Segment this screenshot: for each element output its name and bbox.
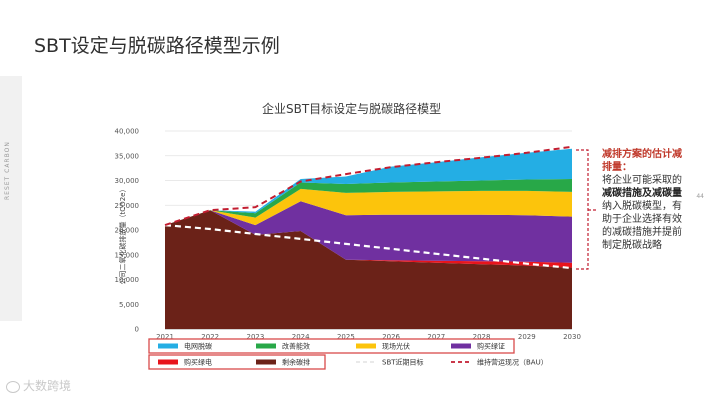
x-tick-label: 2028	[473, 333, 491, 341]
y-axis-label: 公司二氧化碳排放量（tCO2e）	[118, 186, 127, 285]
line-sbt	[164, 224, 573, 270]
annotation-text: 减排方案的估计减排量： 将企业可能采取的减碳措施及减碳量纳入脱碳模型，有助于企业…	[602, 148, 684, 252]
slide-title: SBT设定与脱碳路径模型示例	[34, 35, 280, 57]
annotation-body-bold: 减碳措施及减碳量	[602, 188, 682, 199]
area-green_cert	[165, 201, 572, 263]
y-tick-label: 0	[135, 326, 139, 334]
left-strip	[0, 76, 22, 321]
brace-line	[576, 149, 596, 270]
area-solar	[165, 188, 572, 226]
legend-label-sbt: SBT近期目标	[382, 358, 424, 367]
legend-highlight-box	[148, 354, 326, 370]
y-tick-labels: 0 5,000 10,000 15,000 20,000 25,000 30,000 35,0…	[115, 128, 140, 334]
legend-swatch-residual	[256, 359, 276, 365]
x-tick-label: 2024	[292, 333, 310, 341]
legend-highlight-box	[148, 338, 515, 354]
area-green_power	[165, 210, 572, 268]
annotation-body-1: 将企业可能采取的	[602, 175, 682, 186]
legend-label-solar: 现场光伏	[382, 342, 410, 351]
legend-label-bau: 维持营运现况（BAU）	[477, 358, 548, 367]
x-tick-label: 2022	[201, 333, 219, 341]
x-tick-label: 2025	[337, 333, 355, 341]
watermark-text: 大数跨境	[23, 379, 72, 393]
legend-swatch-solar	[356, 343, 376, 349]
y-tick-label: 30,000	[115, 177, 140, 185]
legend-label-residual: 剩余碳排	[282, 358, 310, 367]
area-layers	[165, 148, 572, 329]
legend-swatch-green_cert	[451, 343, 471, 349]
x-tick-label: 2023	[247, 333, 265, 341]
y-tick-label: 10,000	[115, 276, 140, 284]
area-efficiency	[165, 179, 572, 226]
legend-swatch-grid_carbon	[158, 343, 178, 349]
y-tick-label: 35,000	[115, 152, 140, 160]
x-tick-label: 2030	[563, 333, 581, 341]
legend-label-green_power: 购买绿电	[184, 358, 212, 367]
x-tick-labels: 2021 2022 2023 2024 2025 2026 2027 2028 2029 2030	[156, 333, 581, 341]
x-tick-label: 2021	[156, 333, 174, 341]
x-tick-label: 2029	[518, 333, 536, 341]
annotation-brace	[576, 149, 596, 270]
line-series	[164, 145, 573, 270]
chart-title: 企业SBT目标设定与脱碳路径模型	[262, 102, 442, 116]
y-tick-label: 15,000	[115, 251, 140, 259]
x-tick-label: 2027	[427, 333, 445, 341]
y-tick-label: 40,000	[115, 128, 140, 136]
legend-swatch-efficiency	[256, 343, 276, 349]
legend-label-green_cert: 购买绿证	[477, 342, 505, 351]
annotation-heading: 减排方案的估计减排量：	[602, 149, 682, 173]
y-tick-label: 5,000	[119, 301, 139, 309]
x-tick-label: 2026	[382, 333, 400, 341]
legend-label-efficiency: 改善能效	[282, 342, 310, 351]
page-number: 44	[696, 193, 704, 200]
legend-swatch-green_power	[158, 359, 178, 365]
watermark-logo-icon	[6, 380, 20, 393]
y-tick-label: 20,000	[115, 227, 140, 235]
legend-label-grid_carbon: 电网脱碳	[184, 342, 212, 351]
annotation-body-2: 纳入脱碳模型，有助于企业选择有效的减碳措施并提前制定脱碳战略	[602, 201, 682, 251]
y-tick-label: 25,000	[115, 202, 140, 210]
line-bau	[164, 145, 573, 227]
area-residual	[165, 210, 572, 329]
watermark: 大数跨境	[6, 377, 71, 394]
area-grid_carbon	[165, 148, 572, 226]
